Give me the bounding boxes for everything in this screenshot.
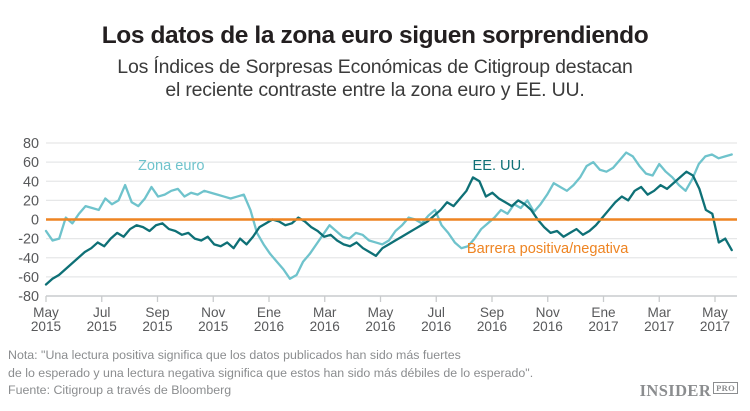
x-axis-tick-label-month: Jul (428, 305, 445, 320)
note-line-2: de lo esperado y una lectura negativa si… (8, 365, 534, 380)
x-axis-tick-label-year: 2016 (477, 319, 507, 334)
note-line-1: Nota: "Una lectura positiva significa qu… (8, 348, 461, 362)
us-label: EE. UU. (472, 158, 525, 174)
x-axis-tick-label-year: 2017 (588, 319, 618, 334)
y-axis-tick-label: -20 (18, 232, 39, 248)
y-axis-tick-label: -40 (18, 251, 39, 267)
logo-wordmark: INSIDER (639, 381, 712, 400)
y-axis-tick-label: 20 (23, 193, 39, 209)
logo-pro-badge: PRO (713, 381, 738, 395)
chart-plot-area: 80 60 40 20 0 -20 -40 -60 -80 May 2015 Jul 2015 Sep 20… (0, 128, 750, 343)
chart-subtitle-line-1: Los Índices de Sorpresas Económicas de C… (117, 56, 633, 79)
x-axis-tick-label-year: 2017 (700, 319, 730, 334)
y-axis-tick-label: 0 (31, 213, 39, 229)
y-axis-tick-label: -60 (18, 270, 39, 286)
page-title: Los datos de la zona euro siguen sorpren… (101, 22, 649, 49)
x-axis-tick-label-month: Nov (536, 305, 560, 320)
chart-header: Los datos de la zona euro siguen sorpren… (0, 0, 750, 102)
source-line: Fuente: Citigroup a través de Bloomberg (8, 383, 232, 398)
x-axis-tick-label-month: Nov (201, 305, 225, 320)
series-line-eurozone (44, 151, 733, 280)
x-axis-tick-label-year: 2015 (31, 319, 61, 334)
x-axis-tick-label-year: 2016 (365, 319, 395, 334)
x-axis-tick-label-month: May (702, 305, 728, 320)
x-axis-tick-label-year: 2017 (644, 319, 674, 334)
x-axis-tick-label-year: 2015 (198, 319, 228, 334)
series-line-us (44, 170, 733, 286)
x-axis-tick-label-year: 2016 (310, 319, 340, 334)
x-axis-tick-label-month: Jul (93, 305, 110, 320)
line-chart-svg: 806040200-20-40-60-80May2015Jul2015Sep20… (18, 136, 737, 334)
x-axis-tick-label-year: 2016 (254, 319, 284, 334)
x-axis-tick-label-year: 2016 (533, 319, 563, 334)
x-axis-tick-label-year: 2015 (142, 319, 172, 334)
x-axis-tick-label-month: Mar (648, 305, 672, 320)
x-axis-tick-label-month: Ene (591, 305, 615, 320)
x-axis-tick-label-month: May (368, 305, 394, 320)
insider-pro-logo: INSIDER PRO (640, 381, 738, 401)
y-axis-tick-label: 80 (23, 136, 39, 152)
x-axis-tick-label-month: Ene (257, 305, 281, 320)
barrier-label: Barrera positiva/negativa (467, 241, 629, 257)
chart-subtitle: Los Índices de Sorpresas Económicas de C… (0, 56, 750, 102)
chart-footnotes: Nota: "Una lectura positiva significa qu… (8, 347, 628, 400)
x-axis-tick-label-month: Sep (480, 305, 504, 320)
x-axis-tick-label-month: May (33, 305, 59, 320)
x-axis-tick-label-month: Sep (145, 305, 169, 320)
x-axis-tick-label-year: 2015 (87, 319, 117, 334)
y-axis-tick-label: -80 (18, 289, 39, 305)
chart-subtitle-line-2: el reciente contraste entre la zona euro… (165, 79, 585, 102)
y-axis-tick-label: 40 (23, 174, 39, 190)
eurozone-label: Zona euro (138, 158, 205, 174)
x-axis-tick-label-month: Mar (313, 305, 337, 320)
x-axis-tick-label-year: 2016 (421, 319, 451, 334)
y-axis-tick-label: 60 (23, 155, 39, 171)
